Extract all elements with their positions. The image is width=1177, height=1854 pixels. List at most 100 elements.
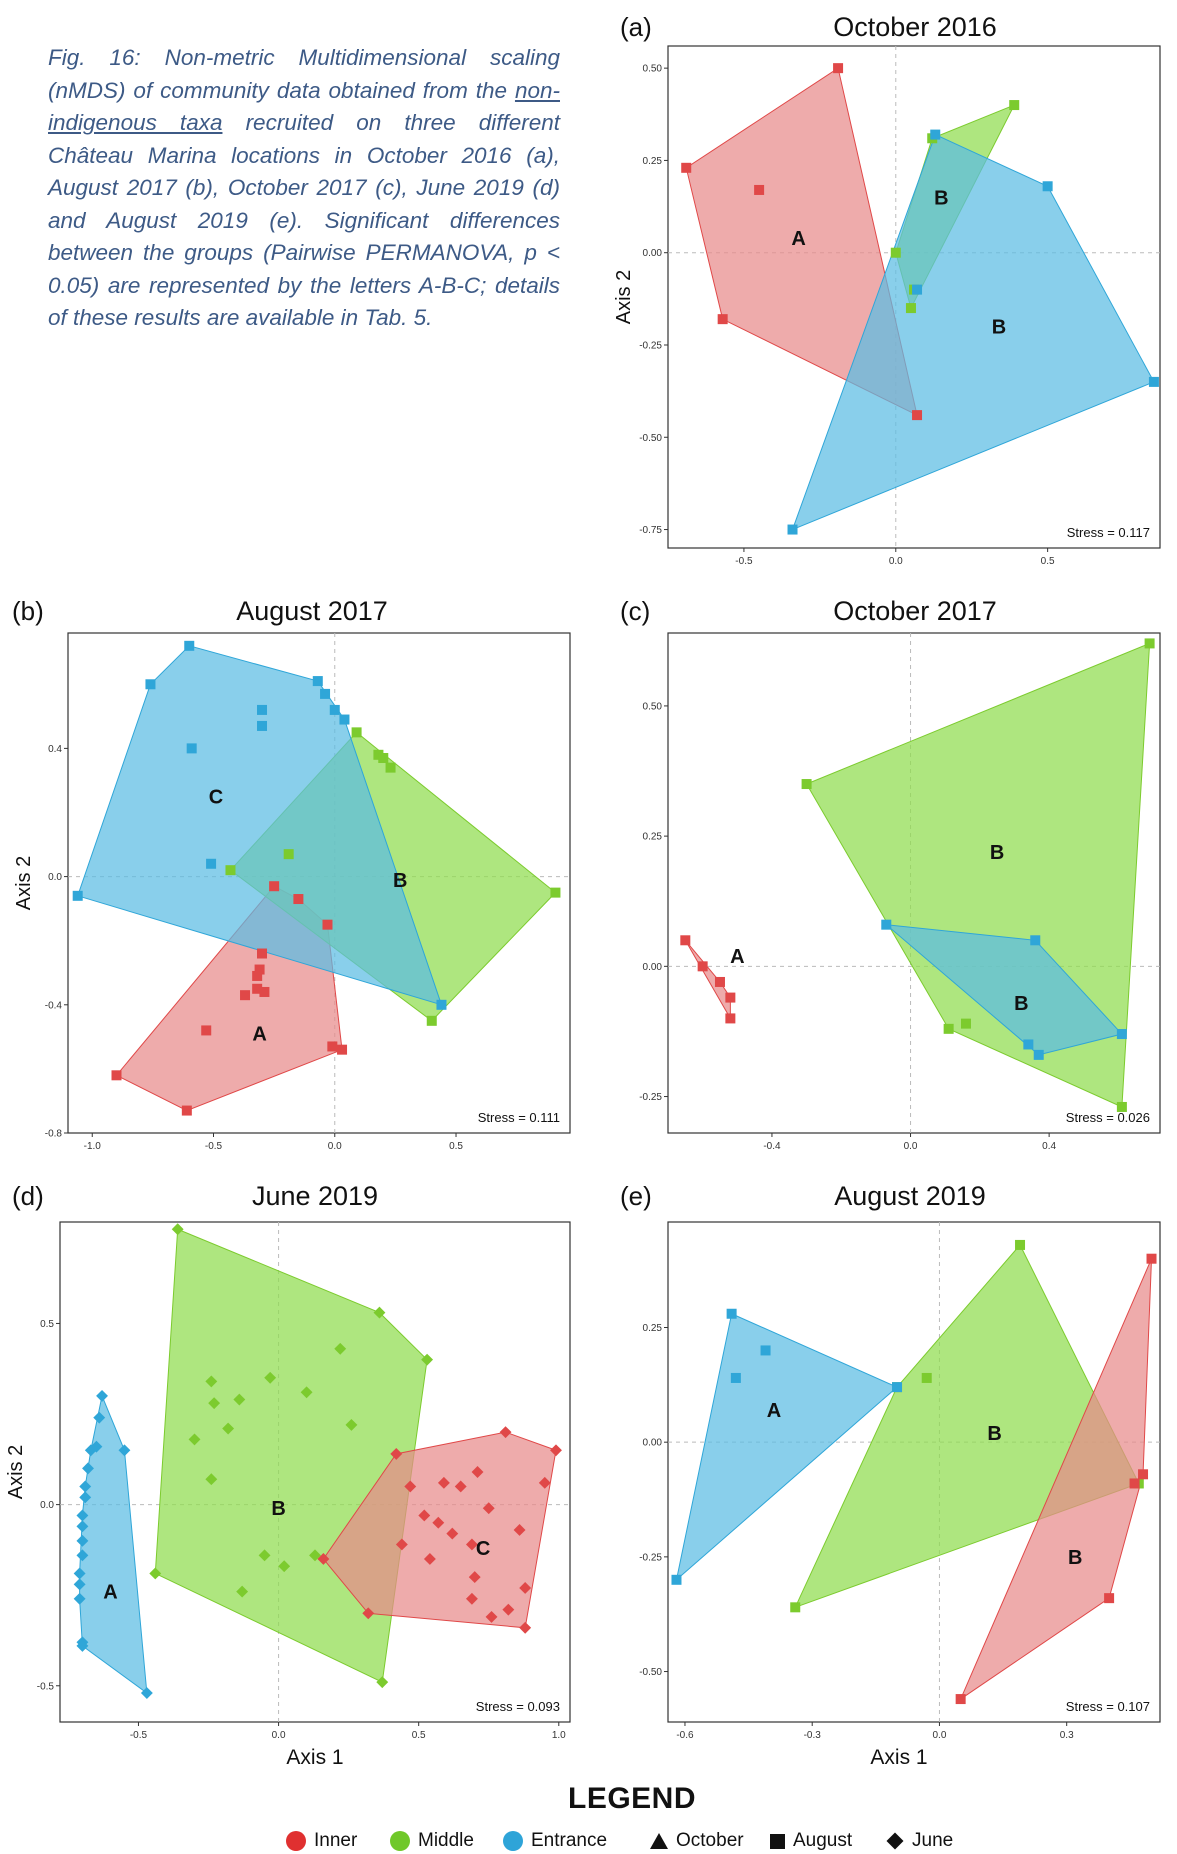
panel-d: -0.5 0.0 0.5 1.0 0.5 0.0 -0.5 B C A Stress = 0.093… xyxy=(5,1181,571,1769)
entrance-point xyxy=(1033,1049,1044,1060)
entrance-point xyxy=(320,688,331,699)
x-tick-label: 0.3 xyxy=(1060,1730,1074,1741)
x-tick-label: 0.5 xyxy=(449,1141,463,1152)
middle-point xyxy=(373,1306,386,1319)
y-axis-label: Axis 2 xyxy=(13,856,35,910)
inner-point xyxy=(362,1607,375,1620)
group-letter: A xyxy=(730,946,744,968)
chart-title: October 2017 xyxy=(833,596,997,626)
inner-dot-icon xyxy=(286,1831,306,1851)
y-tick-label: 0.5 xyxy=(40,1319,54,1330)
stress-label: Stress = 0.107 xyxy=(1066,1699,1150,1714)
inner-point xyxy=(240,990,251,1001)
inner-point xyxy=(502,1603,515,1616)
x-tick-label: 0.0 xyxy=(889,556,903,567)
inner-point xyxy=(681,162,692,173)
y-tick-label: -0.50 xyxy=(639,433,662,444)
inner-point xyxy=(181,1105,192,1116)
group-letter: A xyxy=(103,1582,117,1604)
x-tick-label: 0.0 xyxy=(328,1141,342,1152)
entrance-point xyxy=(1148,376,1159,387)
legend-entrance-label: Entrance xyxy=(531,1830,608,1851)
entrance-point xyxy=(881,919,892,930)
panel-label: (e) xyxy=(620,1181,652,1211)
inner-point xyxy=(322,919,333,930)
legend-october: October xyxy=(650,1830,744,1852)
x-tick-label: -0.5 xyxy=(130,1730,148,1741)
legend-august: August xyxy=(770,1830,852,1852)
x-tick-label: 1.0 xyxy=(552,1730,566,1741)
middle-point xyxy=(1144,638,1155,649)
entrance-point xyxy=(145,679,156,690)
group-letter: B xyxy=(934,187,948,209)
inner-point xyxy=(293,894,304,905)
y-tick-label: 0.0 xyxy=(48,872,62,883)
y-tick-label: -0.25 xyxy=(639,1552,662,1563)
y-tick-label: 0.00 xyxy=(643,248,663,259)
middle-point xyxy=(378,753,389,763)
x-axis-label: Axis 1 xyxy=(286,1746,343,1769)
middle-point xyxy=(385,762,396,773)
chart-title: August 2017 xyxy=(236,596,388,626)
middle-point xyxy=(376,1676,389,1689)
x-tick-label: -1.0 xyxy=(84,1141,102,1152)
legend-middle-label: Middle xyxy=(418,1830,474,1851)
panel-label: (c) xyxy=(620,596,650,626)
middle-point xyxy=(960,1018,971,1029)
inner-point xyxy=(725,992,736,1003)
y-axis-label: Axis 2 xyxy=(613,270,635,324)
inner-point xyxy=(1138,1469,1149,1480)
middle-point xyxy=(1009,100,1020,111)
x-tick-label: -0.3 xyxy=(804,1730,822,1741)
legend-october-label: October xyxy=(676,1830,744,1851)
middle-point xyxy=(300,1386,313,1399)
entrance-point xyxy=(892,1382,903,1393)
middle-point xyxy=(225,865,236,876)
panel-label: (b) xyxy=(12,596,44,626)
entrance-point xyxy=(912,284,923,295)
y-tick-label: -0.75 xyxy=(639,525,662,536)
y-tick-label: 0.0 xyxy=(40,1500,54,1511)
inner-point xyxy=(111,1070,122,1081)
entrance-point xyxy=(184,640,195,651)
inner-point xyxy=(254,964,265,975)
legend-title: LEGEND xyxy=(568,1782,697,1815)
entrance-point xyxy=(1023,1039,1034,1050)
legend-inner: Inner xyxy=(286,1830,357,1852)
inner-point xyxy=(717,314,728,325)
triangle-icon xyxy=(650,1833,668,1849)
panel-b: -1.0 -0.5 0.0 0.5 0.4 0.0 -0.4 -0.8 A B C Stress = … xyxy=(12,596,571,1152)
entrance-point xyxy=(436,999,447,1010)
legend-june-label: June xyxy=(912,1830,954,1851)
group-letter: A xyxy=(767,1400,781,1422)
stress-label: Stress = 0.026 xyxy=(1066,1110,1150,1125)
x-tick-label: -0.5 xyxy=(205,1141,223,1152)
entrance-point xyxy=(726,1308,737,1319)
y-tick-label: 0.50 xyxy=(643,64,663,75)
x-tick-label: -0.6 xyxy=(676,1730,694,1741)
y-tick-label: 0.00 xyxy=(643,1438,663,1449)
group-letter: B xyxy=(987,1423,1001,1445)
middle-point xyxy=(1015,1239,1026,1250)
y-tick-label: -0.8 xyxy=(45,1129,63,1140)
panel-label: (d) xyxy=(12,1181,44,1211)
x-tick-label: -0.4 xyxy=(763,1141,781,1152)
y-tick-label: 0.25 xyxy=(643,156,663,167)
middle-point xyxy=(421,1353,434,1366)
inner-point xyxy=(912,410,923,421)
group-letter: C xyxy=(209,786,223,808)
entrance-point xyxy=(257,720,268,731)
inner-point xyxy=(257,948,268,959)
x-tick-label: 0.0 xyxy=(932,1730,946,1741)
caption-prefix: Fig. 16: Non-metric Multidimensional sca… xyxy=(48,45,560,103)
x-tick-label: 0.0 xyxy=(904,1141,918,1152)
inner-point xyxy=(1146,1253,1157,1264)
entrance-point xyxy=(329,704,340,715)
x-tick-label: 0.0 xyxy=(272,1730,286,1741)
entrance-point xyxy=(787,524,798,535)
inner-point xyxy=(259,986,270,997)
middle-point xyxy=(905,303,916,314)
entrance-point xyxy=(312,676,323,687)
legend-entrance: Entrance xyxy=(503,1830,607,1852)
